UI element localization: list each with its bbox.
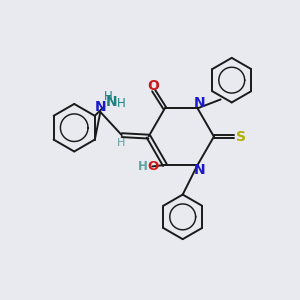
Text: O: O bbox=[147, 160, 159, 173]
Text: N: N bbox=[194, 163, 206, 177]
Text: H: H bbox=[117, 97, 126, 110]
Text: H: H bbox=[103, 90, 112, 103]
Text: N: N bbox=[94, 100, 106, 114]
Text: O: O bbox=[148, 79, 160, 93]
Text: S: S bbox=[236, 130, 246, 144]
Text: H: H bbox=[117, 138, 125, 148]
Text: N: N bbox=[194, 96, 206, 110]
Text: H: H bbox=[138, 160, 148, 173]
Text: N: N bbox=[106, 95, 118, 109]
